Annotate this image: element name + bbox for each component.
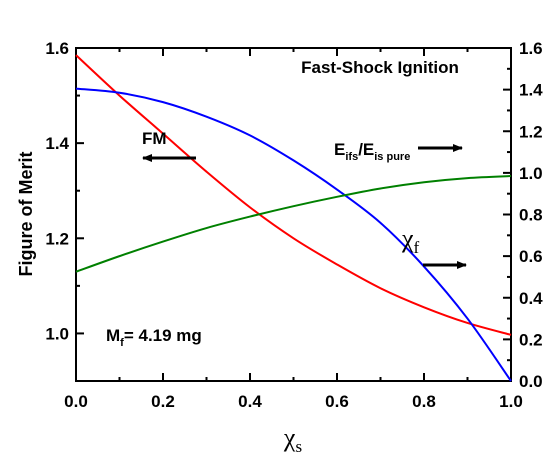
x-tick-label-4: 0.8 bbox=[412, 392, 436, 411]
annotation-chi-f: χf bbox=[401, 224, 420, 257]
tick-labels: 0.0 0.2 0.4 0.6 0.8 1.0 1.0 1.2 1.4 1.6 0.0 0.2 0.4 0… bbox=[45, 39, 543, 411]
y-left-tick-label-3: 1.6 bbox=[45, 39, 69, 58]
y-right-tick-label-0: 0.0 bbox=[519, 372, 543, 391]
series-lines bbox=[75, 54, 512, 382]
y-right-tick-label-5: 1.0 bbox=[519, 164, 543, 183]
mass-rest: = 4.19 mg bbox=[124, 326, 202, 345]
y-axis-label: Figure of Merit bbox=[16, 151, 36, 276]
y-left-tick-label-1: 1.2 bbox=[45, 229, 69, 248]
x-axis-label: χs bbox=[283, 423, 302, 453]
tick-marks bbox=[75, 47, 512, 382]
ratio-sub1: ifs bbox=[345, 151, 358, 163]
ratio-e1: E bbox=[334, 140, 345, 159]
x-axis-label-base: χ bbox=[283, 423, 296, 452]
x-tick-label-0: 0.0 bbox=[64, 392, 88, 411]
y-right-tick-label-3: 0.6 bbox=[519, 247, 543, 266]
x-tick-label-2: 0.4 bbox=[238, 392, 262, 411]
series-red-line bbox=[75, 54, 512, 336]
mass-sub: f bbox=[120, 337, 124, 349]
mass-m: M bbox=[106, 326, 120, 345]
y-right-tick-label-4: 0.8 bbox=[519, 206, 543, 225]
series-blue-line bbox=[75, 87, 512, 382]
y-right-tick-label-8: 1.6 bbox=[519, 39, 543, 58]
annotation-mass: Mf= 4.19 mg bbox=[106, 326, 202, 349]
x-tick-label-1: 0.2 bbox=[151, 392, 175, 411]
chi-f-base: χ bbox=[401, 224, 414, 253]
ratio-sub2: is pure bbox=[374, 151, 410, 163]
y-right-tick-label-1: 0.2 bbox=[519, 330, 543, 349]
y-left-tick-label-0: 1.0 bbox=[45, 324, 69, 343]
x-tick-label-5: 1.0 bbox=[499, 392, 523, 411]
ratio-slash: /E bbox=[358, 140, 374, 159]
y-right-tick-label-2: 0.4 bbox=[519, 289, 543, 308]
annotation-fm: FM bbox=[142, 129, 167, 148]
y-right-tick-label-7: 1.4 bbox=[519, 81, 543, 100]
y-right-tick-label-6: 1.2 bbox=[519, 122, 543, 141]
x-tick-label-3: 0.6 bbox=[325, 392, 349, 411]
series-green-line bbox=[75, 175, 512, 273]
annotation-energy-ratio: Eifs/Eis pure bbox=[334, 140, 410, 163]
y-left-tick-label-2: 1.4 bbox=[45, 134, 69, 153]
annotation-title: Fast-Shock Ignition bbox=[301, 58, 459, 77]
x-axis-label-sub: s bbox=[295, 437, 302, 453]
chi-f-sub: f bbox=[414, 238, 420, 257]
